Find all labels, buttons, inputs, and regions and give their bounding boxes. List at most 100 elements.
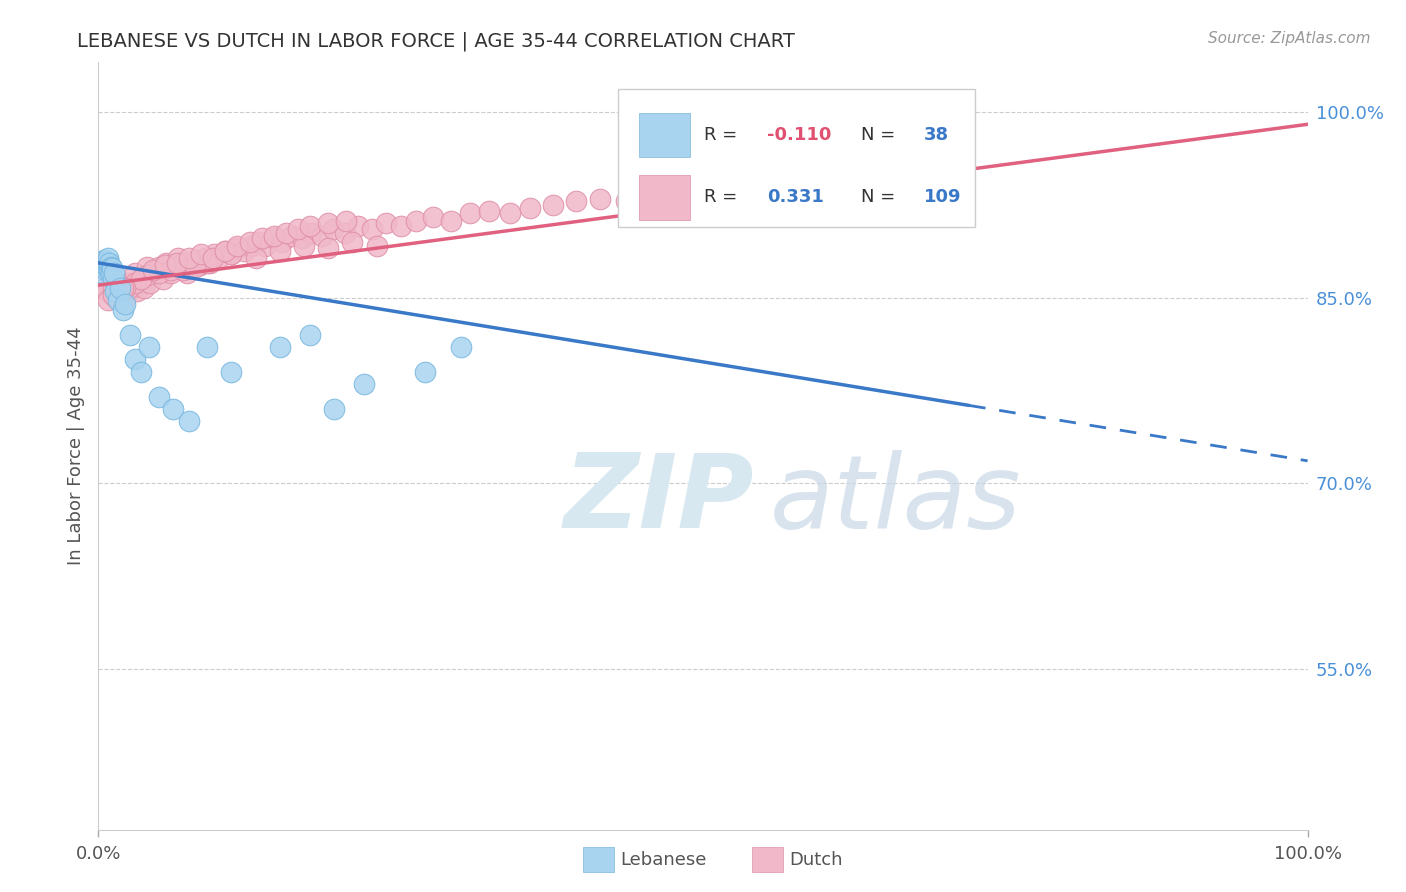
Point bbox=[94, 260, 117, 275]
Point bbox=[458, 206, 481, 220]
Point bbox=[138, 340, 160, 354]
Point bbox=[118, 327, 141, 342]
Text: Dutch: Dutch bbox=[789, 851, 842, 869]
Text: ZIP: ZIP bbox=[564, 450, 755, 550]
Point bbox=[101, 272, 124, 286]
Point bbox=[353, 377, 375, 392]
Text: R =: R = bbox=[704, 126, 744, 144]
Point bbox=[184, 260, 207, 274]
Text: 38: 38 bbox=[924, 126, 949, 144]
Point bbox=[194, 251, 217, 265]
Point bbox=[114, 280, 136, 294]
Point bbox=[226, 238, 249, 252]
Point bbox=[134, 280, 156, 294]
Point bbox=[202, 251, 225, 265]
Point bbox=[541, 198, 564, 212]
Point bbox=[97, 258, 120, 272]
Point bbox=[700, 181, 723, 195]
Point bbox=[204, 247, 226, 261]
Point bbox=[101, 280, 124, 294]
Point bbox=[111, 280, 134, 294]
Point bbox=[143, 266, 166, 280]
Point bbox=[316, 216, 339, 230]
Point bbox=[405, 214, 427, 228]
Point bbox=[142, 263, 165, 277]
Point bbox=[299, 219, 322, 233]
Point bbox=[440, 214, 463, 228]
Text: Source: ZipAtlas.com: Source: ZipAtlas.com bbox=[1208, 31, 1371, 46]
Point bbox=[668, 181, 690, 195]
Point bbox=[93, 278, 115, 293]
Point bbox=[589, 192, 612, 206]
Point bbox=[322, 222, 344, 236]
Point bbox=[96, 285, 118, 299]
Point bbox=[111, 285, 134, 299]
Point bbox=[335, 214, 357, 228]
Point bbox=[94, 263, 117, 277]
Point bbox=[214, 244, 236, 258]
Point bbox=[118, 280, 141, 294]
Point bbox=[323, 401, 346, 416]
Point bbox=[104, 291, 127, 305]
Point bbox=[93, 256, 115, 270]
Point bbox=[124, 352, 146, 367]
Point bbox=[422, 210, 444, 224]
Point bbox=[269, 340, 291, 354]
Point bbox=[118, 276, 141, 290]
Point bbox=[263, 231, 285, 245]
Point bbox=[111, 302, 134, 317]
Point bbox=[93, 258, 115, 272]
Point bbox=[671, 186, 693, 200]
Point bbox=[160, 263, 183, 277]
Text: LEBANESE VS DUTCH IN LABOR FORCE | AGE 35-44 CORRELATION CHART: LEBANESE VS DUTCH IN LABOR FORCE | AGE 3… bbox=[77, 31, 796, 51]
Point bbox=[214, 244, 236, 258]
Point bbox=[96, 260, 118, 274]
Point bbox=[124, 266, 146, 280]
Point bbox=[104, 285, 127, 299]
Point bbox=[107, 285, 129, 299]
Point bbox=[274, 226, 297, 240]
Text: R =: R = bbox=[704, 188, 744, 206]
Point bbox=[271, 235, 294, 249]
Point bbox=[478, 203, 501, 218]
Point bbox=[752, 177, 775, 191]
Text: Lebanese: Lebanese bbox=[620, 851, 706, 869]
Point bbox=[172, 263, 194, 277]
Point bbox=[250, 231, 273, 245]
Point bbox=[247, 235, 270, 249]
Point bbox=[172, 256, 194, 270]
Point bbox=[121, 280, 143, 294]
Point bbox=[129, 272, 152, 286]
Point bbox=[163, 260, 186, 274]
Point bbox=[519, 202, 541, 216]
Point bbox=[245, 251, 267, 265]
Point bbox=[108, 280, 131, 294]
Point bbox=[498, 206, 520, 220]
Text: 0.331: 0.331 bbox=[768, 188, 824, 206]
Text: N =: N = bbox=[862, 126, 901, 144]
Point bbox=[101, 288, 124, 302]
Point bbox=[614, 194, 637, 208]
Point bbox=[221, 247, 243, 261]
Point bbox=[254, 238, 277, 252]
Point bbox=[366, 238, 388, 252]
Point bbox=[100, 272, 122, 286]
Point bbox=[179, 251, 201, 265]
Point bbox=[347, 219, 370, 233]
Point bbox=[98, 262, 121, 277]
Point bbox=[299, 226, 322, 240]
Point bbox=[148, 390, 170, 404]
Point bbox=[226, 241, 249, 255]
Point bbox=[124, 276, 146, 290]
Point bbox=[450, 340, 472, 354]
Point bbox=[114, 293, 136, 307]
Point bbox=[239, 235, 262, 249]
Y-axis label: In Labor Force | Age 35-44: In Labor Force | Age 35-44 bbox=[66, 326, 84, 566]
Point bbox=[195, 340, 218, 354]
Point bbox=[208, 251, 231, 265]
Point bbox=[160, 266, 183, 280]
Point bbox=[100, 260, 122, 275]
FancyBboxPatch shape bbox=[638, 112, 690, 157]
Point bbox=[91, 266, 114, 280]
Point bbox=[179, 414, 201, 428]
